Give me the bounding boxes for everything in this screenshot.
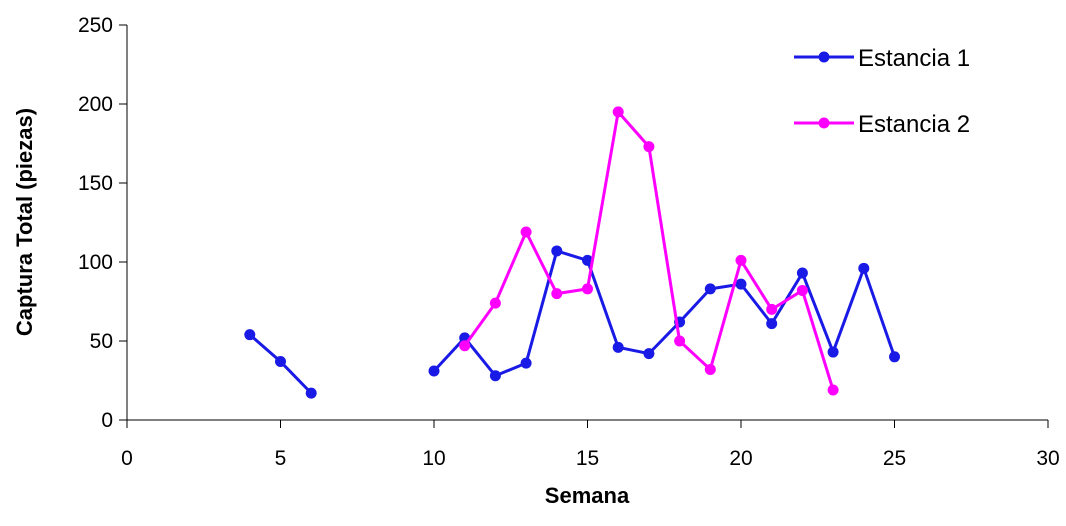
y-tick-label: 50 [90, 330, 113, 353]
y-tick-label: 0 [101, 409, 113, 432]
data-point [275, 356, 286, 368]
data-point [582, 254, 593, 266]
data-point [520, 226, 532, 238]
x-tick-label: 10 [422, 447, 445, 470]
y-tick-label: 200 [78, 93, 113, 116]
x-tick-label: 25 [883, 447, 906, 470]
y-tick-label: 150 [78, 172, 113, 195]
data-point [889, 351, 900, 363]
data-point [735, 278, 747, 290]
x-tick-label: 20 [729, 447, 752, 470]
x-axis-title: Semana [545, 483, 630, 508]
legend-marker [818, 117, 830, 129]
x-tick-label: 15 [576, 447, 599, 470]
data-point [643, 348, 655, 360]
data-point [735, 254, 747, 266]
data-point [244, 329, 256, 341]
series-layer [244, 106, 900, 399]
data-point [827, 346, 839, 358]
data-point [459, 340, 471, 352]
data-point [520, 357, 532, 369]
data-point [489, 370, 501, 382]
legend-label: Estancia 1 [858, 45, 970, 72]
series-1 [244, 245, 900, 399]
data-point [704, 283, 716, 295]
data-point [858, 262, 870, 274]
data-point [643, 141, 655, 153]
y-ticks: 0 50 100 150 200 250 [78, 14, 127, 432]
data-point [305, 387, 317, 399]
data-point [704, 363, 716, 375]
series-line [432, 249, 896, 378]
legend: Estancia 1 Estancia 2 [794, 45, 970, 138]
data-point [612, 341, 624, 353]
data-point [551, 245, 563, 257]
data-point [582, 283, 593, 295]
series-2 [459, 106, 839, 396]
legend-label: Estancia 2 [858, 111, 970, 138]
x-tick-label: 0 [121, 447, 133, 470]
legend-marker [818, 51, 830, 63]
y-tick-label: 100 [78, 251, 113, 274]
data-point [428, 365, 440, 377]
x-ticks: 0 5 10 15 20 25 30 [121, 420, 1060, 470]
x-tick-label: 30 [1036, 447, 1059, 470]
data-point [612, 106, 624, 118]
data-point [551, 288, 563, 300]
x-tick-label: 5 [275, 447, 287, 470]
y-axis-title: Captura Total (piezas) [12, 108, 37, 336]
data-point [674, 335, 686, 347]
data-point [766, 303, 778, 315]
data-point [489, 297, 501, 309]
axes [126, 25, 1048, 421]
y-tick-label: 250 [78, 14, 113, 37]
data-point [796, 267, 808, 279]
data-point [766, 318, 778, 330]
data-point [827, 384, 839, 396]
data-point [796, 284, 808, 296]
